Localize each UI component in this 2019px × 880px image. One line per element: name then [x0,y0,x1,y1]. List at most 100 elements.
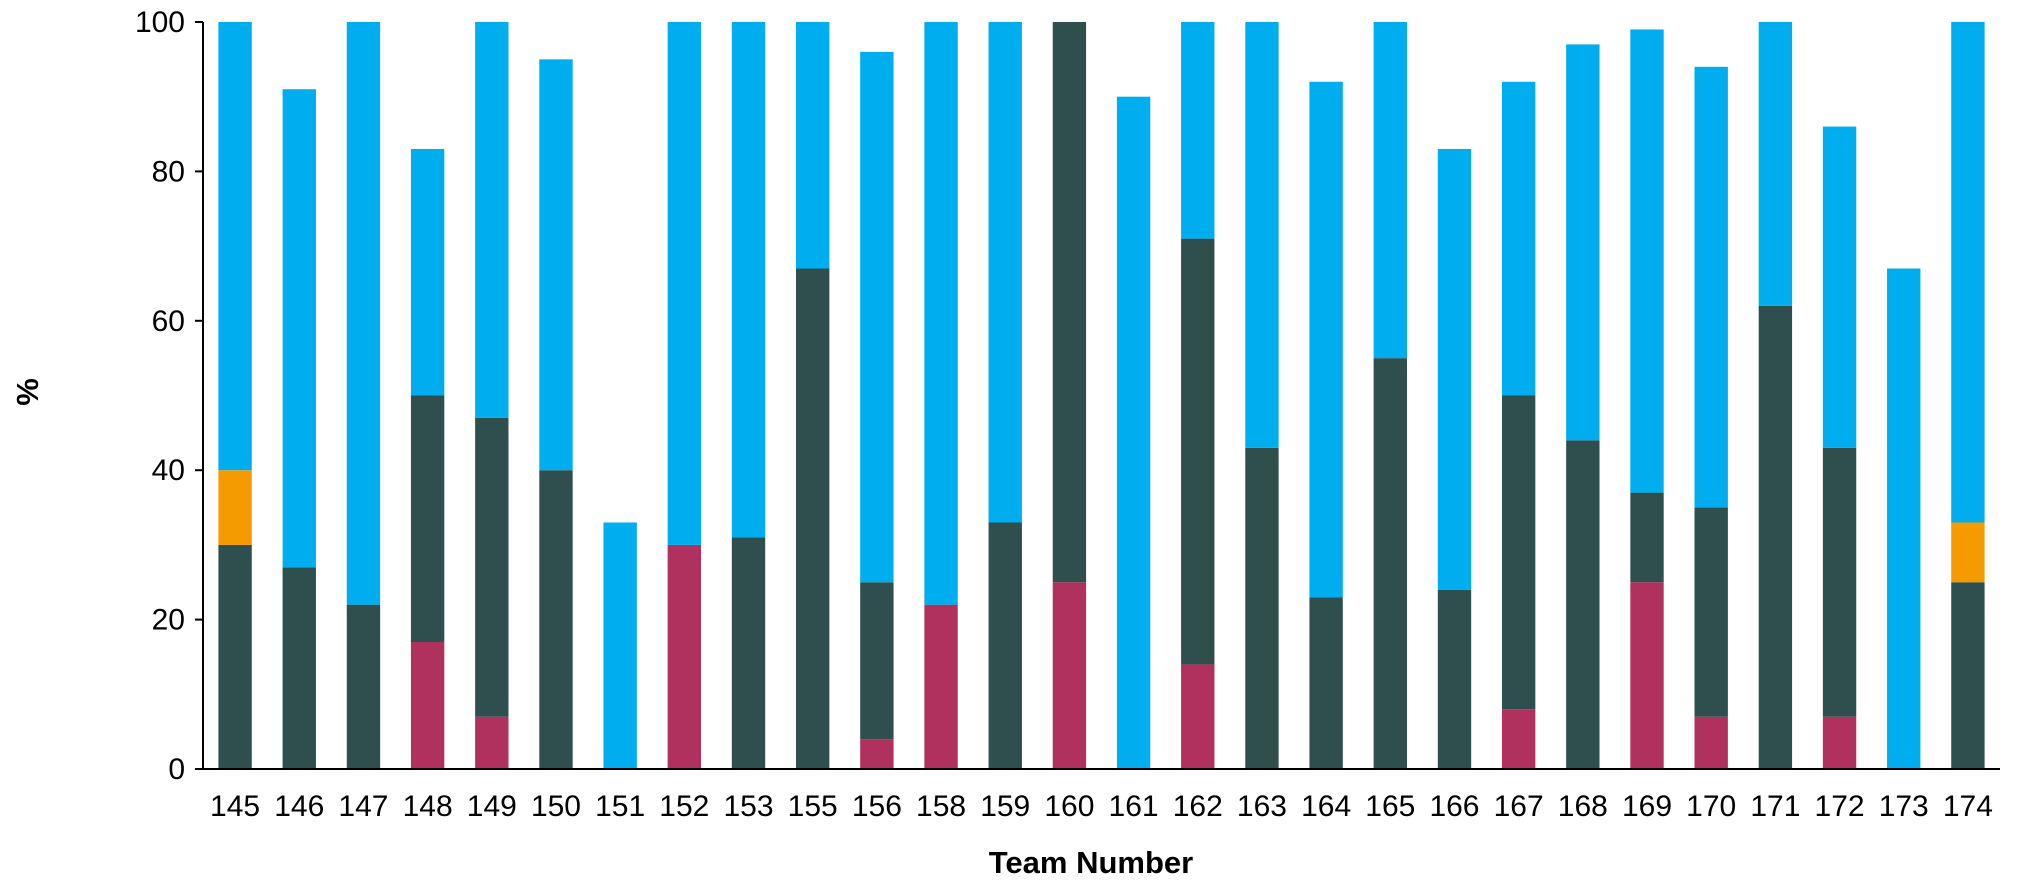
x-tick-label: 153 [723,790,773,823]
x-tick-label: 166 [1429,790,1479,823]
bar-segment-156-s1 [860,739,894,769]
bar-segment-153-s2 [731,537,766,769]
bar-segment-165-s2 [1373,358,1407,769]
x-tick-label: 145 [210,790,260,823]
bar-segment-145-s3 [218,470,252,545]
bar-segment-163-s2 [1245,447,1279,769]
bar-segment-160-s1 [1052,582,1087,769]
x-tick-label: 167 [1494,790,1544,823]
y-tick-label: 60 [152,305,185,338]
x-tick-label: 160 [1044,790,1094,823]
y-tick-label: 20 [152,604,185,637]
x-tick-label: 158 [916,790,966,823]
bar-segment-169-s4 [1630,29,1664,493]
bar-segment-152-s4 [667,22,702,545]
bar-segment-159-s2 [988,522,1022,769]
bar-segment-147-s2 [346,604,381,769]
x-tick-label: 149 [467,790,517,823]
y-tick-label: 100 [135,6,185,39]
x-tick-label: 168 [1558,790,1608,823]
bar-segment-172-s4 [1822,126,1857,448]
bar-segment-166-s4 [1437,148,1472,590]
bar-segment-162-s2 [1181,238,1215,665]
x-tick-label: 150 [531,790,581,823]
bar-segment-170-s1 [1694,716,1728,769]
x-axis-title: Team Number [989,845,1193,880]
bar-segment-171-s4 [1758,22,1793,306]
bar-segment-153-s4 [731,22,766,538]
bars-layer [218,22,1985,769]
bar-segment-174-s2 [1951,582,1985,769]
x-tick-label: 152 [659,790,709,823]
x-tick-label: 161 [1109,790,1159,823]
bar-segment-150-s2 [539,470,573,769]
y-tick-label: 80 [152,155,185,188]
bar-segment-155-s4 [796,22,830,269]
bar-segment-165-s4 [1373,22,1407,359]
x-tick-label: 162 [1173,790,1223,823]
x-tick-label: 172 [1815,790,1865,823]
bar-segment-162-s4 [1181,22,1215,239]
bar-segment-145-s4 [218,22,252,471]
bar-segment-146-s2 [282,567,316,769]
bar-segment-152-s1 [667,544,702,769]
bar-segment-164-s4 [1309,81,1343,598]
bar-segment-163-s4 [1245,22,1279,448]
bar-segment-170-s2 [1694,507,1728,717]
x-tick-label: 151 [595,790,645,823]
bar-segment-167-s2 [1501,395,1536,710]
bar-segment-158-s4 [924,22,958,605]
bar-segment-149-s4 [475,22,509,418]
x-tick-label: 173 [1879,790,1929,823]
bar-segment-169-s1 [1630,582,1664,769]
bar-segment-148-s4 [410,148,445,396]
bar-segment-159-s4 [988,22,1022,523]
bar-segment-147-s4 [346,22,381,605]
y-tick-label: 0 [168,753,185,786]
bar-segment-146-s4 [282,89,316,568]
x-tick-label: 155 [788,790,838,823]
bar-segment-167-s4 [1501,81,1536,396]
x-tick-labels: 145 146 147 148 149 150 151 152 153 155 156 158 159 1… [210,790,1993,823]
x-tick-label: 156 [852,790,902,823]
bar-segment-155-s2 [796,268,830,769]
x-tick-label: 170 [1686,790,1736,823]
y-tick-labels: 0 20 40 60 80 100 [135,6,203,786]
x-tick-label: 164 [1301,790,1351,823]
bar-segment-166-s2 [1437,589,1472,769]
bar-segment-172-s2 [1822,447,1857,717]
x-tick-label: 146 [274,790,324,823]
bar-segment-172-s1 [1822,716,1857,769]
bar-segment-162-s1 [1181,664,1215,769]
y-tick-label: 40 [152,454,185,487]
bar-segment-145-s2 [218,544,252,769]
x-tick-label: 147 [338,790,388,823]
bar-segment-160-s2 [1052,22,1087,583]
bar-segment-167-s1 [1501,709,1536,769]
bar-segment-171-s2 [1758,305,1793,769]
bar-segment-156-s2 [860,582,894,740]
x-tick-label: 171 [1750,790,1800,823]
y-axis-title: % [10,378,45,406]
bar-segment-149-s2 [475,417,509,717]
axes-layer [202,22,2000,770]
bar-segment-156-s4 [860,51,894,583]
bar-segment-168-s2 [1566,440,1600,769]
bar-segment-174-s4 [1951,22,1985,523]
x-tick-label: 163 [1237,790,1287,823]
bar-segment-158-s1 [924,604,958,769]
bar-segment-151-s4 [603,522,637,769]
bar-segment-173-s4 [1887,268,1921,769]
bar-segment-150-s4 [539,59,573,471]
bar-segment-148-s1 [410,642,445,769]
bar-segment-164-s2 [1309,597,1343,769]
bar-segment-149-s1 [475,716,509,769]
x-tick-label: 174 [1943,790,1993,823]
bar-segment-169-s2 [1630,492,1664,583]
x-tick-label: 169 [1622,790,1672,823]
bar-segment-174-s3 [1951,522,1985,583]
bar-segment-170-s4 [1694,66,1728,508]
x-tick-label: 165 [1365,790,1415,823]
bar-segment-148-s2 [410,395,445,643]
